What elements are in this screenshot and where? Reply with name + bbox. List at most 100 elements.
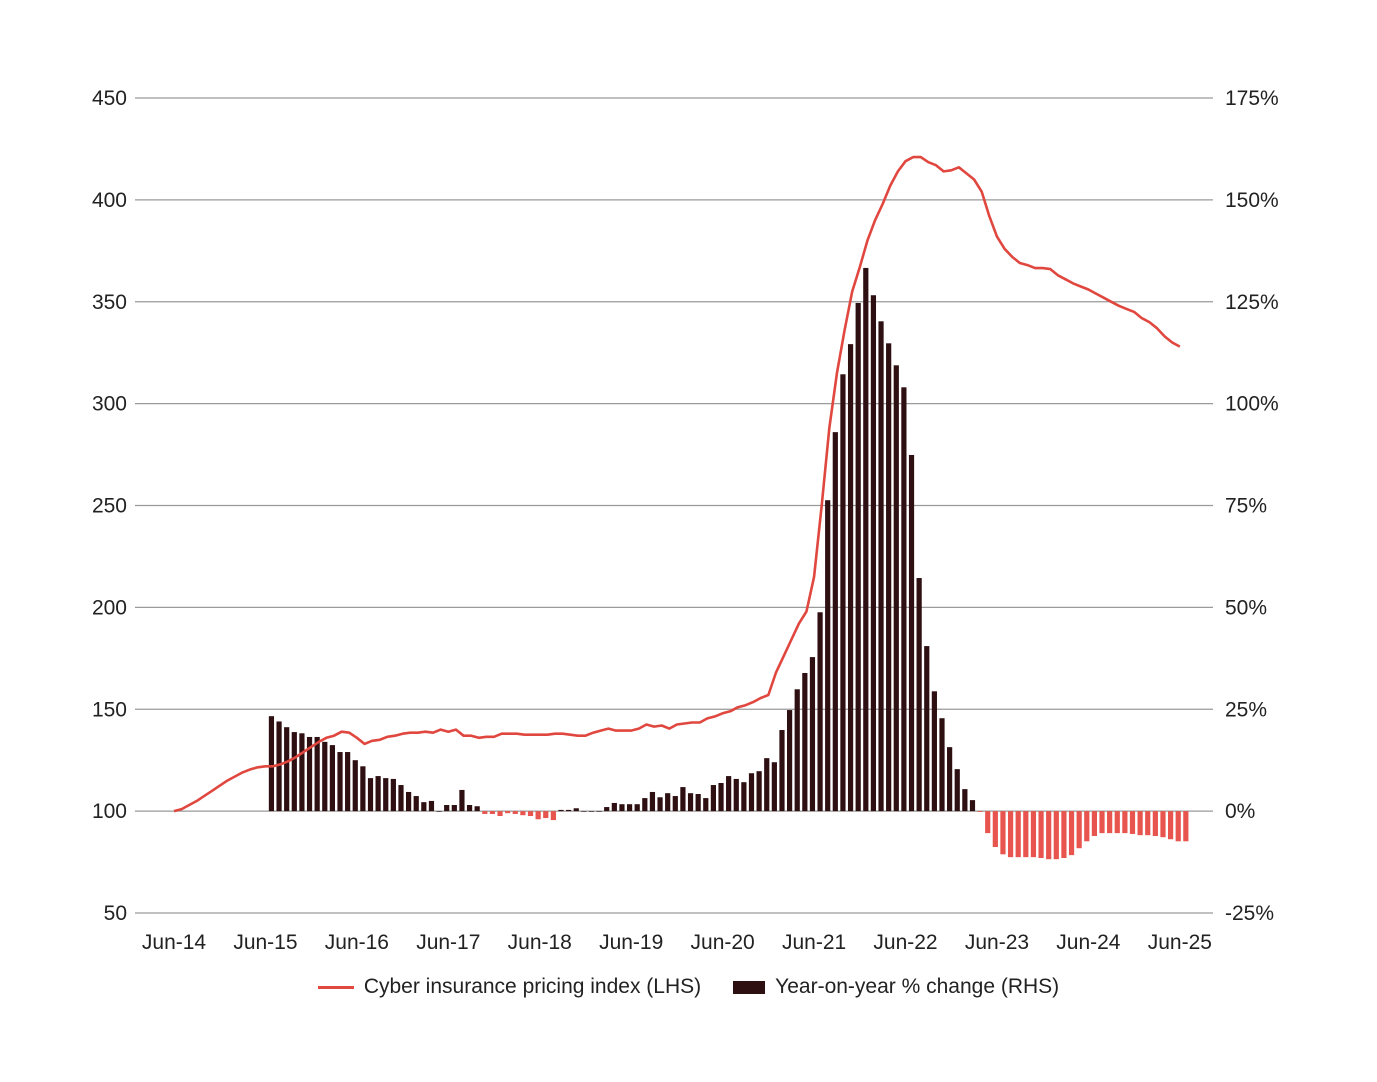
yoy-bar (1076, 811, 1082, 849)
yoy-bar (687, 793, 694, 812)
yoy-bar (863, 267, 869, 812)
yoy-bar (459, 789, 465, 812)
yoy-bar (352, 760, 358, 812)
yoy-bar (398, 785, 404, 812)
yoy-bar (779, 730, 785, 812)
yoy-bar (291, 732, 297, 812)
yoy-bar (527, 811, 534, 817)
legend-label-yoy: Year-on-year % change (RHS) (775, 975, 1060, 998)
yoy-bar (1137, 811, 1143, 836)
yoy-bar (604, 807, 610, 812)
yoy-bar (451, 805, 457, 812)
yoy-bar (969, 800, 976, 812)
yoy-bar (1114, 811, 1120, 834)
yoy-bar (413, 796, 419, 812)
left-tick-label: 250 (92, 495, 127, 518)
yoy-bar (1175, 811, 1181, 842)
yoy-bar (360, 766, 366, 812)
yoy-bar (1160, 811, 1166, 838)
yoy-bar (436, 811, 442, 812)
yoy-bar (954, 769, 960, 812)
gridlines (135, 97, 1213, 914)
yoy-bar (1091, 811, 1097, 836)
yoy-bar (817, 612, 823, 812)
yoy-bar (893, 365, 899, 812)
legend-label-index: Cyber insurance pricing index (LHS) (363, 975, 702, 998)
yoy-bar (550, 811, 556, 821)
yoy-bar (306, 736, 313, 812)
yoy-bar (642, 798, 648, 812)
yoy-bar (444, 805, 450, 812)
yoy-bar (1129, 811, 1136, 834)
yoy-bar (1099, 811, 1105, 834)
x-axis-ticks: Jun-14 Jun-15 Jun-16 Jun-17 Jun-18 Jun-19 Jun-… (142, 931, 1212, 954)
yoy-bar (276, 721, 282, 812)
yoy-bar (619, 804, 625, 812)
right-tick-label: 125% (1225, 291, 1279, 314)
x-tick-label: Jun-17 (416, 931, 480, 954)
left-tick-label: 350 (92, 291, 127, 314)
x-tick-label: Jun-25 (1148, 931, 1212, 954)
yoy-bar (611, 802, 617, 812)
yoy-bar (1068, 811, 1075, 856)
yoy-bar (855, 302, 861, 812)
yoy-bar (558, 809, 564, 812)
x-tick-label: Jun-22 (873, 931, 937, 954)
yoy-bar (741, 782, 747, 812)
yoy-bar (1015, 811, 1021, 858)
yoy-bar (825, 500, 831, 812)
x-tick-label: Jun-18 (508, 931, 572, 954)
yoy-bar (329, 745, 335, 812)
yoy-bar (535, 811, 541, 820)
right-tick-label: 75% (1225, 495, 1267, 518)
right-tick-label: 0% (1225, 800, 1255, 823)
left-tick-label: 50 (104, 902, 127, 925)
yoy-bar (581, 811, 587, 812)
yoy-bar (870, 295, 877, 812)
yoy-bar (520, 811, 526, 816)
yoy-bar (1122, 811, 1128, 834)
yoy-bar (916, 578, 922, 812)
yoy-bar (939, 718, 945, 812)
pricing-index-line-group (173, 155, 1181, 813)
yoy-bar (787, 710, 793, 812)
yoy-bar (985, 811, 991, 834)
yoy-bar (1145, 811, 1151, 836)
yoy-bars (268, 267, 1189, 860)
yoy-bar (962, 789, 968, 812)
yoy-bar (931, 691, 937, 812)
yoy-bar (566, 809, 572, 812)
yoy-bar (489, 811, 496, 814)
yoy-bar (1023, 811, 1029, 858)
yoy-bar (512, 811, 518, 814)
yoy-bar (543, 811, 549, 819)
yoy-bar (428, 800, 435, 812)
yoy-bar (466, 805, 473, 812)
yoy-bar (482, 811, 488, 814)
right-tick-label: -25% (1225, 902, 1274, 925)
yoy-bar (1046, 811, 1052, 860)
x-tick-label: Jun-24 (1056, 931, 1121, 954)
yoy-bar (657, 797, 663, 812)
yoy-bar (878, 321, 884, 812)
yoy-bar (665, 793, 671, 812)
yoy-bar (809, 657, 816, 812)
yoy-bar (299, 733, 305, 812)
left-tick-label: 450 (92, 87, 127, 110)
left-tick-label: 400 (92, 189, 127, 212)
yoy-bar (756, 771, 762, 812)
yoy-bar (1038, 811, 1044, 858)
yoy-bar (390, 778, 396, 812)
yoy-bar (345, 752, 351, 812)
yoy-bar (474, 806, 480, 812)
yoy-bar (726, 776, 732, 812)
left-tick-label: 200 (92, 596, 127, 619)
yoy-bar (733, 778, 739, 812)
yoy-bar (1061, 811, 1067, 858)
yoy-bar (1152, 811, 1158, 836)
yoy-bar (588, 811, 595, 812)
yoy-bar (383, 778, 389, 812)
yoy-bar (1183, 811, 1189, 842)
yoy-bar (634, 804, 640, 812)
